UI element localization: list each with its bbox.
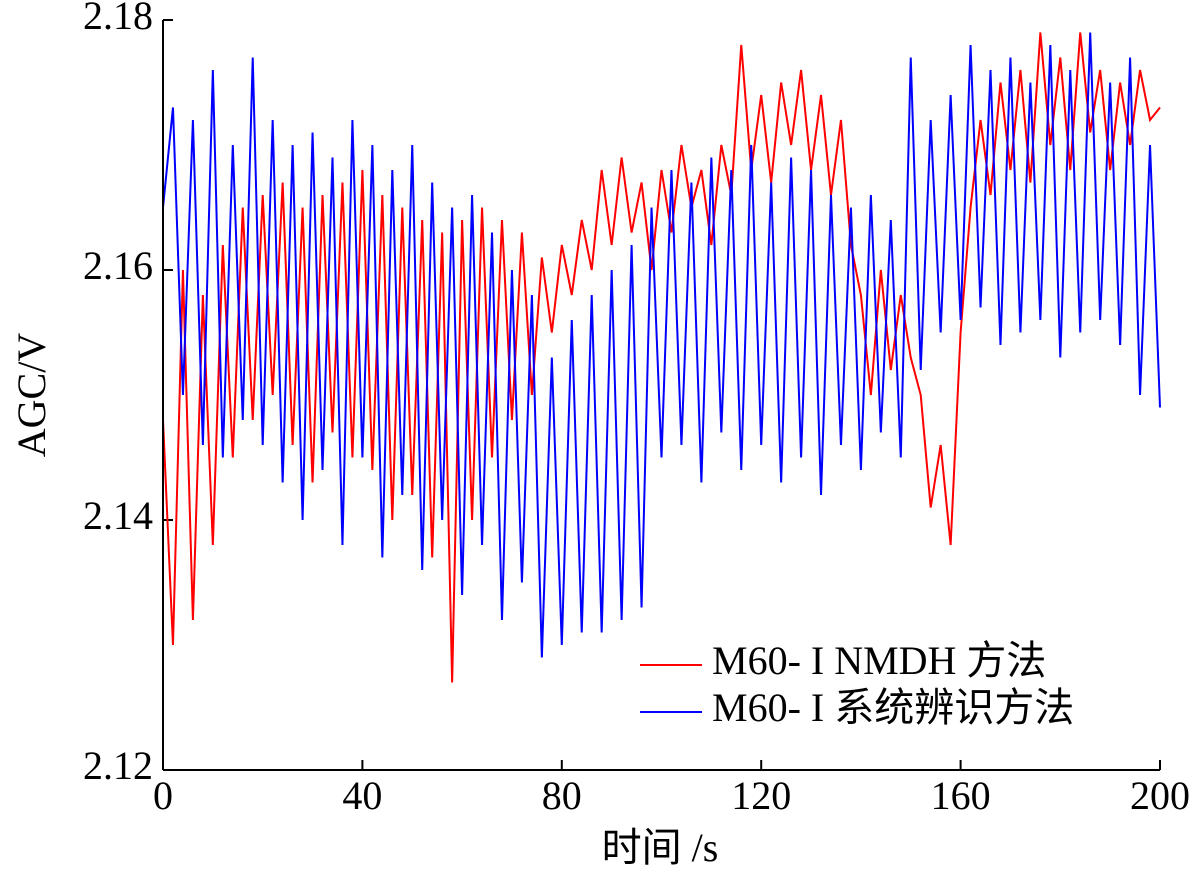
data-line: [162, 32, 1161, 658]
x-tick-label: 120: [731, 773, 791, 818]
x-tick-label: 160: [931, 773, 991, 818]
y-tick-label: 2.14: [83, 493, 153, 538]
y-tick-label: 2.16: [83, 243, 153, 288]
x-tick-label: 80: [542, 773, 582, 818]
x-axis-label: 时间 /s: [602, 825, 719, 870]
y-tick-label: 2.12: [83, 743, 153, 788]
x-tick-label: 0: [153, 773, 173, 818]
x-tick-label: 200: [1130, 773, 1190, 818]
legend-label: M60- I 系统辨识方法: [712, 685, 1074, 730]
y-tick-label: 2.18: [83, 0, 153, 38]
y-axis-label: AGC/V: [9, 333, 54, 458]
x-tick-label: 40: [342, 773, 382, 818]
legend-label: M60- I NMDH 方法: [712, 638, 1046, 683]
data-line: [162, 32, 1161, 683]
